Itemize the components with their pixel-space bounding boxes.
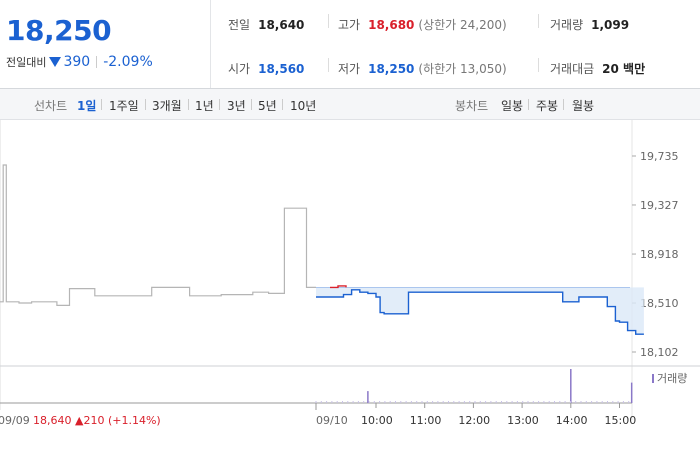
tab-3m[interactable]: 3개월 bbox=[152, 99, 182, 113]
stat-high: 고가 18,680 (상한가 24,200) bbox=[338, 18, 507, 32]
day-date-label: 09/10 bbox=[316, 414, 348, 427]
stat-low: 저가 18,250 (하한가 13,050) bbox=[338, 62, 507, 76]
stat-open: 시가 18,560 bbox=[228, 62, 305, 76]
change-amount: 390 bbox=[63, 54, 91, 70]
x-tick-label: 15:00 bbox=[605, 414, 637, 427]
quote-header: 18,250 전일대비 390 -2.09% 전일 18,640 고가 18,680… bbox=[0, 0, 700, 89]
today-price-line bbox=[316, 289, 644, 335]
x-tick-label: 14:00 bbox=[556, 414, 588, 427]
change-percent: -2.09% bbox=[103, 54, 153, 70]
price-chart[interactable]: 19,735 19,327 18,918 18,510 18,102 거래량 09/09 18… bbox=[0, 120, 700, 450]
y-tick-label: 18,510 bbox=[640, 297, 679, 310]
prev-day-line bbox=[0, 164, 316, 306]
down-triangle-icon bbox=[49, 57, 62, 67]
y-tick-label: 19,735 bbox=[640, 150, 679, 163]
x-tick-label: 10:00 bbox=[361, 414, 393, 427]
divider bbox=[563, 99, 564, 110]
divider bbox=[538, 58, 539, 72]
divider bbox=[528, 99, 529, 110]
candle-chart-label: 봉차트 bbox=[455, 99, 489, 113]
prev-date-label: 09/09 bbox=[0, 414, 30, 427]
divider bbox=[538, 14, 539, 28]
divider bbox=[328, 58, 329, 72]
stat-prev-close: 전일 18,640 bbox=[228, 18, 305, 32]
tab-weekly[interactable]: 주봉 bbox=[536, 99, 559, 113]
x-tick-label: 11:00 bbox=[410, 414, 442, 427]
divider bbox=[188, 99, 189, 110]
volume-legend-label: 거래량 bbox=[657, 372, 687, 385]
divider bbox=[96, 56, 98, 68]
prev-close-info: 18,640 ▲210 (+1.14%) bbox=[33, 414, 161, 427]
tab-1y[interactable]: 1년 bbox=[195, 99, 214, 113]
line-chart-label: 선차트 bbox=[34, 99, 68, 113]
divider bbox=[251, 99, 252, 110]
tab-1w[interactable]: 1주일 bbox=[109, 99, 139, 113]
tab-10y[interactable]: 10년 bbox=[290, 99, 317, 113]
y-tick-label: 18,918 bbox=[640, 248, 679, 261]
divider bbox=[328, 14, 329, 28]
divider bbox=[282, 99, 283, 110]
stat-volume: 거래량 1,099 bbox=[550, 18, 630, 32]
divider bbox=[219, 99, 220, 110]
divider bbox=[101, 99, 102, 110]
current-price: 18,250 bbox=[6, 14, 112, 47]
tab-3y[interactable]: 3년 bbox=[227, 99, 246, 113]
tab-5y[interactable]: 5년 bbox=[258, 99, 277, 113]
tab-monthly[interactable]: 월봉 bbox=[572, 99, 595, 113]
x-tick-label: 12:00 bbox=[458, 414, 490, 427]
today-fill-area bbox=[316, 287, 644, 335]
tab-1d[interactable]: 1일 bbox=[77, 99, 97, 113]
tab-daily[interactable]: 일봉 bbox=[501, 99, 524, 113]
chart-svg[interactable]: 19,735 19,327 18,918 18,510 18,102 거래량 09/09 18… bbox=[0, 120, 700, 450]
change-label: 전일대비 bbox=[6, 56, 47, 69]
y-tick-label: 18,102 bbox=[640, 346, 679, 359]
stat-trade-amount: 거래대금 20 백만 bbox=[550, 62, 646, 76]
change-row: 전일대비 390 -2.09% bbox=[6, 54, 153, 70]
chart-tab-bar: 선차트 1일 1주일 3개월 1년 3년 5년 10년 봉차트 일봉 주봉 월봉 bbox=[0, 89, 700, 120]
y-tick-label: 19,327 bbox=[640, 199, 679, 212]
divider bbox=[145, 99, 146, 110]
volume-legend-swatch bbox=[652, 374, 654, 383]
x-tick-label: 13:00 bbox=[507, 414, 539, 427]
today-up-segment bbox=[330, 285, 347, 289]
price-box: 18,250 전일대비 390 -2.09% bbox=[0, 0, 211, 88]
